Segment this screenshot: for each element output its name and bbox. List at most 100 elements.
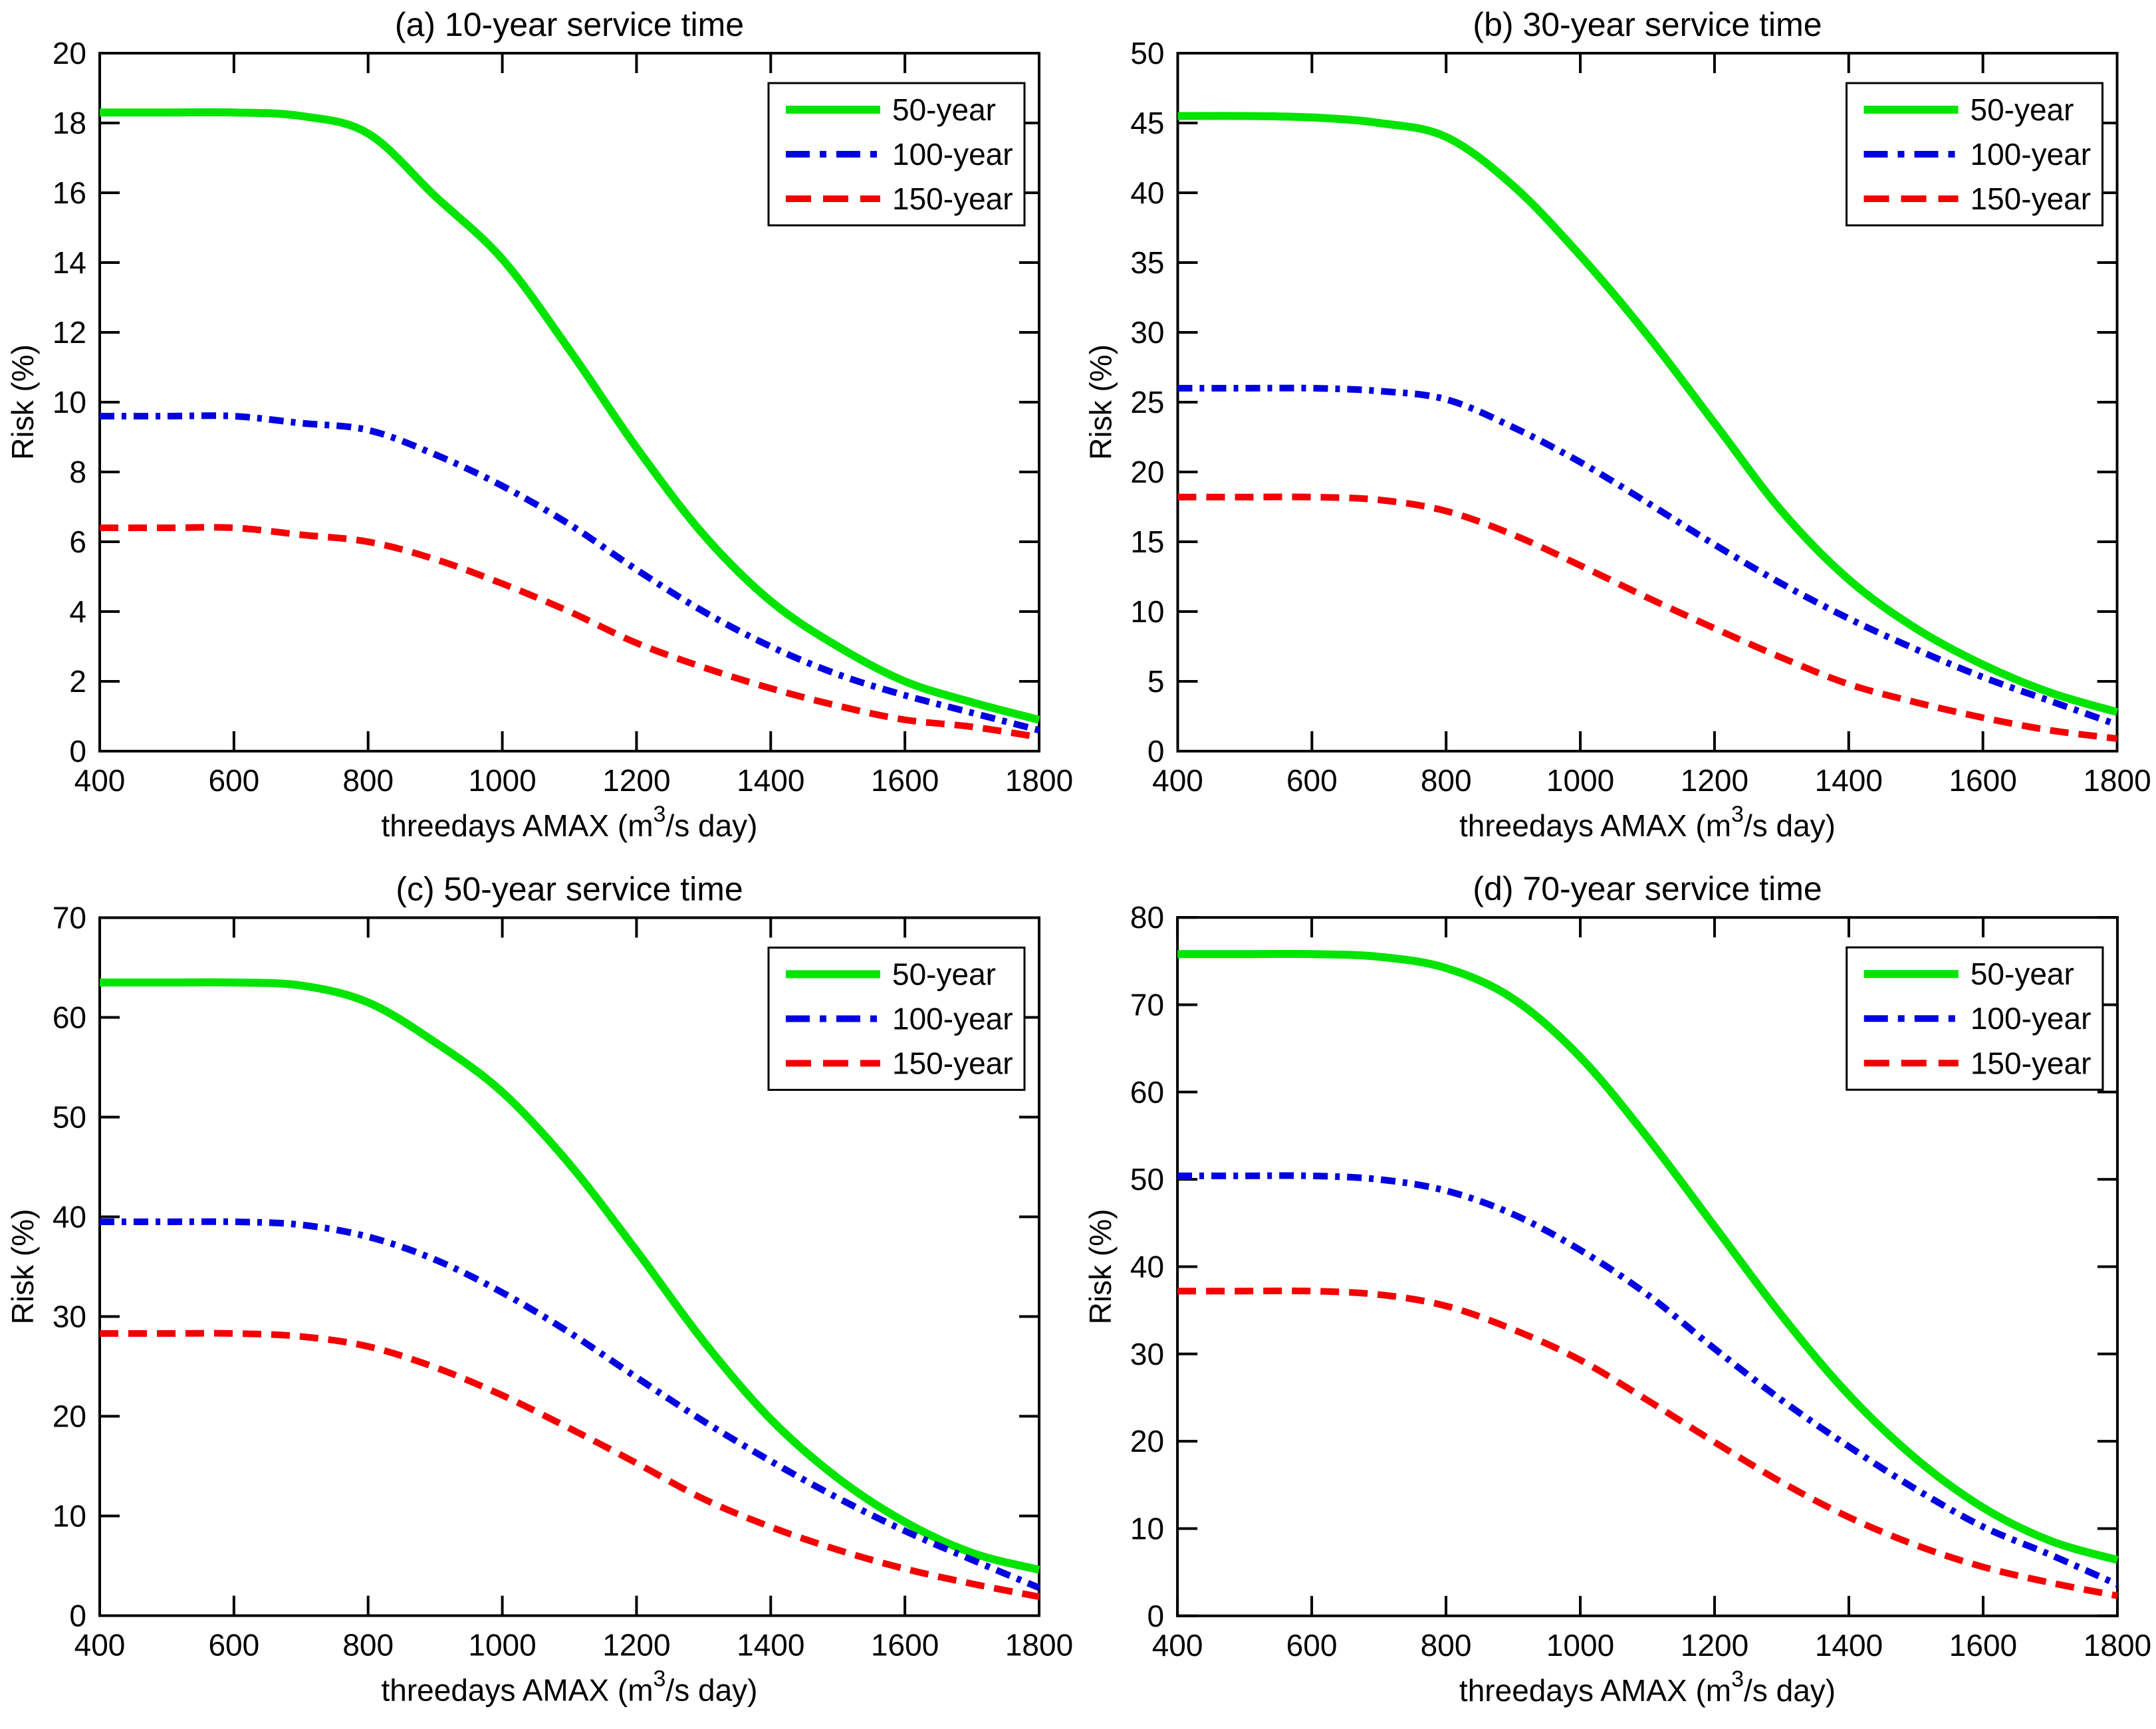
y-tick-label: 4 — [69, 594, 86, 629]
x-tick-label: 400 — [1152, 763, 1203, 798]
x-tick-label: 800 — [1421, 1628, 1472, 1663]
y-axis-label: Risk (%) — [5, 1209, 40, 1325]
y-tick-label: 50 — [53, 1100, 86, 1135]
x-tick-label: 1200 — [602, 763, 670, 798]
x-tick-label: 1400 — [1815, 1628, 1883, 1663]
y-tick-label: 50 — [1130, 36, 1164, 70]
x-axis-label: threedays AMAX (m3/s day) — [381, 802, 757, 843]
y-tick-label: 40 — [1130, 1249, 1164, 1284]
chart-c-50-year-service-time: 400 600 800 1000 1200 1400 1600 1800 0 10 20 30 40 50… — [0, 864, 1078, 1729]
legend-label-50-year: 50-year — [1971, 92, 2074, 127]
y-tick-label: 70 — [1130, 987, 1164, 1022]
y-tick-label: 14 — [53, 245, 86, 280]
legend-label-100-year: 100-year — [892, 137, 1013, 172]
plot-box — [98, 916, 1040, 1617]
y-tick-label: 20 — [1130, 1424, 1164, 1458]
chart-title: (b) 30-year service time — [1473, 6, 1822, 43]
curve-150-year — [1177, 1287, 2118, 1599]
chart-a-10-year-service-time: 400 600 800 1000 1200 1400 1600 1800 0 2 4 6 8 10 12 14… — [0, 0, 1078, 864]
x-tick-label: 1800 — [2083, 763, 2151, 798]
y-tick-label: 16 — [53, 175, 86, 210]
legend-label-100-year: 100-year — [1971, 137, 2092, 172]
x-tick-label: 1200 — [602, 1628, 670, 1663]
x-tick-label: 400 — [74, 763, 126, 798]
x-tick-label: 400 — [1152, 1628, 1203, 1663]
y-tick-label: 20 — [53, 36, 86, 70]
x-tick-label: 1800 — [1005, 1628, 1073, 1663]
y-tick-label: 40 — [53, 1200, 86, 1234]
curve-150-year — [1177, 493, 2118, 743]
x-axis-label: threedays AMAX (m3/s day) — [1459, 802, 1836, 843]
legend-label-150-year: 150-year — [892, 1046, 1013, 1081]
x-tick-label: 1000 — [468, 1628, 536, 1663]
legend-label-50-year: 50-year — [892, 957, 996, 992]
chart-b-30-year-service-time: 400 600 800 1000 1200 1400 1600 1800 0 5 10 15 20 25 3… — [1078, 0, 2156, 864]
y-tick-label: 18 — [53, 106, 86, 140]
y-tick-label: 10 — [1130, 594, 1164, 629]
y-tick-label: 0 — [1147, 734, 1165, 768]
x-tick-label: 1400 — [1815, 763, 1883, 798]
x-tick-label: 1400 — [737, 763, 804, 798]
y-tick-label: 10 — [1130, 1511, 1164, 1546]
y-tick-label: 2 — [69, 664, 86, 699]
x-tick-label: 600 — [208, 763, 259, 798]
y-tick-label: 30 — [1130, 1337, 1164, 1371]
y-tick-label: 0 — [69, 734, 86, 768]
x-axis-label: threedays AMAX (m3/s day) — [1459, 1667, 1836, 1708]
y-tick-label: 80 — [1130, 900, 1164, 935]
y-tick-label: 5 — [1147, 664, 1165, 699]
x-tick-label: 1200 — [1681, 1628, 1748, 1663]
y-axis-label: Risk (%) — [1084, 344, 1118, 460]
curve-100-year — [1177, 1172, 2119, 1588]
legend-label-150-year: 150-year — [1971, 1046, 2092, 1080]
y-tick-label: 8 — [69, 455, 86, 489]
x-tick-label: 1600 — [871, 1628, 939, 1663]
legend-label-100-year: 100-year — [1971, 1001, 2092, 1036]
curve-150-year — [100, 524, 1040, 741]
x-tick-label: 600 — [1286, 763, 1338, 798]
y-tick-label: 15 — [1130, 524, 1164, 559]
curve-50-year — [1177, 112, 2119, 716]
y-axis-label: Risk (%) — [1083, 1209, 1118, 1325]
y-tick-label: 0 — [1147, 1599, 1164, 1633]
y-tick-label: 10 — [53, 385, 86, 419]
y-tick-label: 12 — [53, 315, 86, 350]
x-tick-label: 800 — [342, 1628, 394, 1663]
chart-d-canvas: 400 600 800 1000 1200 1400 1600 1800 0 10 20 30 40 50… — [1083, 870, 2151, 1708]
y-tick-label: 60 — [53, 1000, 86, 1035]
legend-label-50-year: 50-year — [1971, 957, 2074, 991]
y-tick-label: 60 — [1130, 1075, 1164, 1109]
chart-d-70-year-service-time: 400 600 800 1000 1200 1400 1600 1800 0 10 20 30 40 50… — [1078, 864, 2156, 1729]
chart-title: (d) 70-year service time — [1473, 870, 1822, 907]
y-tick-label: 45 — [1130, 106, 1164, 140]
y-axis-label: Risk (%) — [5, 344, 40, 460]
x-tick-label: 1000 — [468, 763, 536, 798]
legend-label-100-year: 100-year — [892, 1002, 1013, 1036]
y-tick-label: 25 — [1130, 385, 1164, 419]
y-tick-label: 6 — [69, 524, 86, 559]
legend-label-150-year: 150-year — [1971, 181, 2092, 216]
curve-100-year — [1177, 384, 2119, 728]
curve-50-year — [1177, 950, 2119, 1564]
curve-100-year — [100, 412, 1040, 734]
chart-title: (c) 50-year service time — [396, 871, 743, 908]
legend-label-150-year: 150-year — [892, 181, 1013, 216]
x-tick-label: 1800 — [2084, 1628, 2151, 1663]
y-tick-label: 40 — [1130, 175, 1164, 210]
curve-50-year — [100, 978, 1040, 1574]
y-tick-label: 50 — [1130, 1162, 1164, 1197]
x-tick-label: 600 — [1286, 1628, 1338, 1663]
x-tick-label: 1600 — [1949, 763, 2016, 798]
y-tick-label: 0 — [69, 1599, 86, 1633]
x-tick-label: 1600 — [871, 763, 939, 798]
x-tick-label: 1000 — [1546, 1628, 1614, 1663]
x-tick-label: 400 — [74, 1628, 126, 1663]
x-tick-label: 1000 — [1546, 763, 1614, 798]
y-tick-label: 30 — [53, 1300, 86, 1334]
x-tick-label: 1800 — [1005, 763, 1073, 798]
y-tick-label: 35 — [1130, 245, 1164, 280]
curve-100-year — [100, 1218, 1040, 1591]
curve-150-year — [99, 1329, 1040, 1600]
chart-b-canvas: 400 600 800 1000 1200 1400 1600 1800 0 5 10 15 20 25 3… — [1084, 6, 2151, 843]
